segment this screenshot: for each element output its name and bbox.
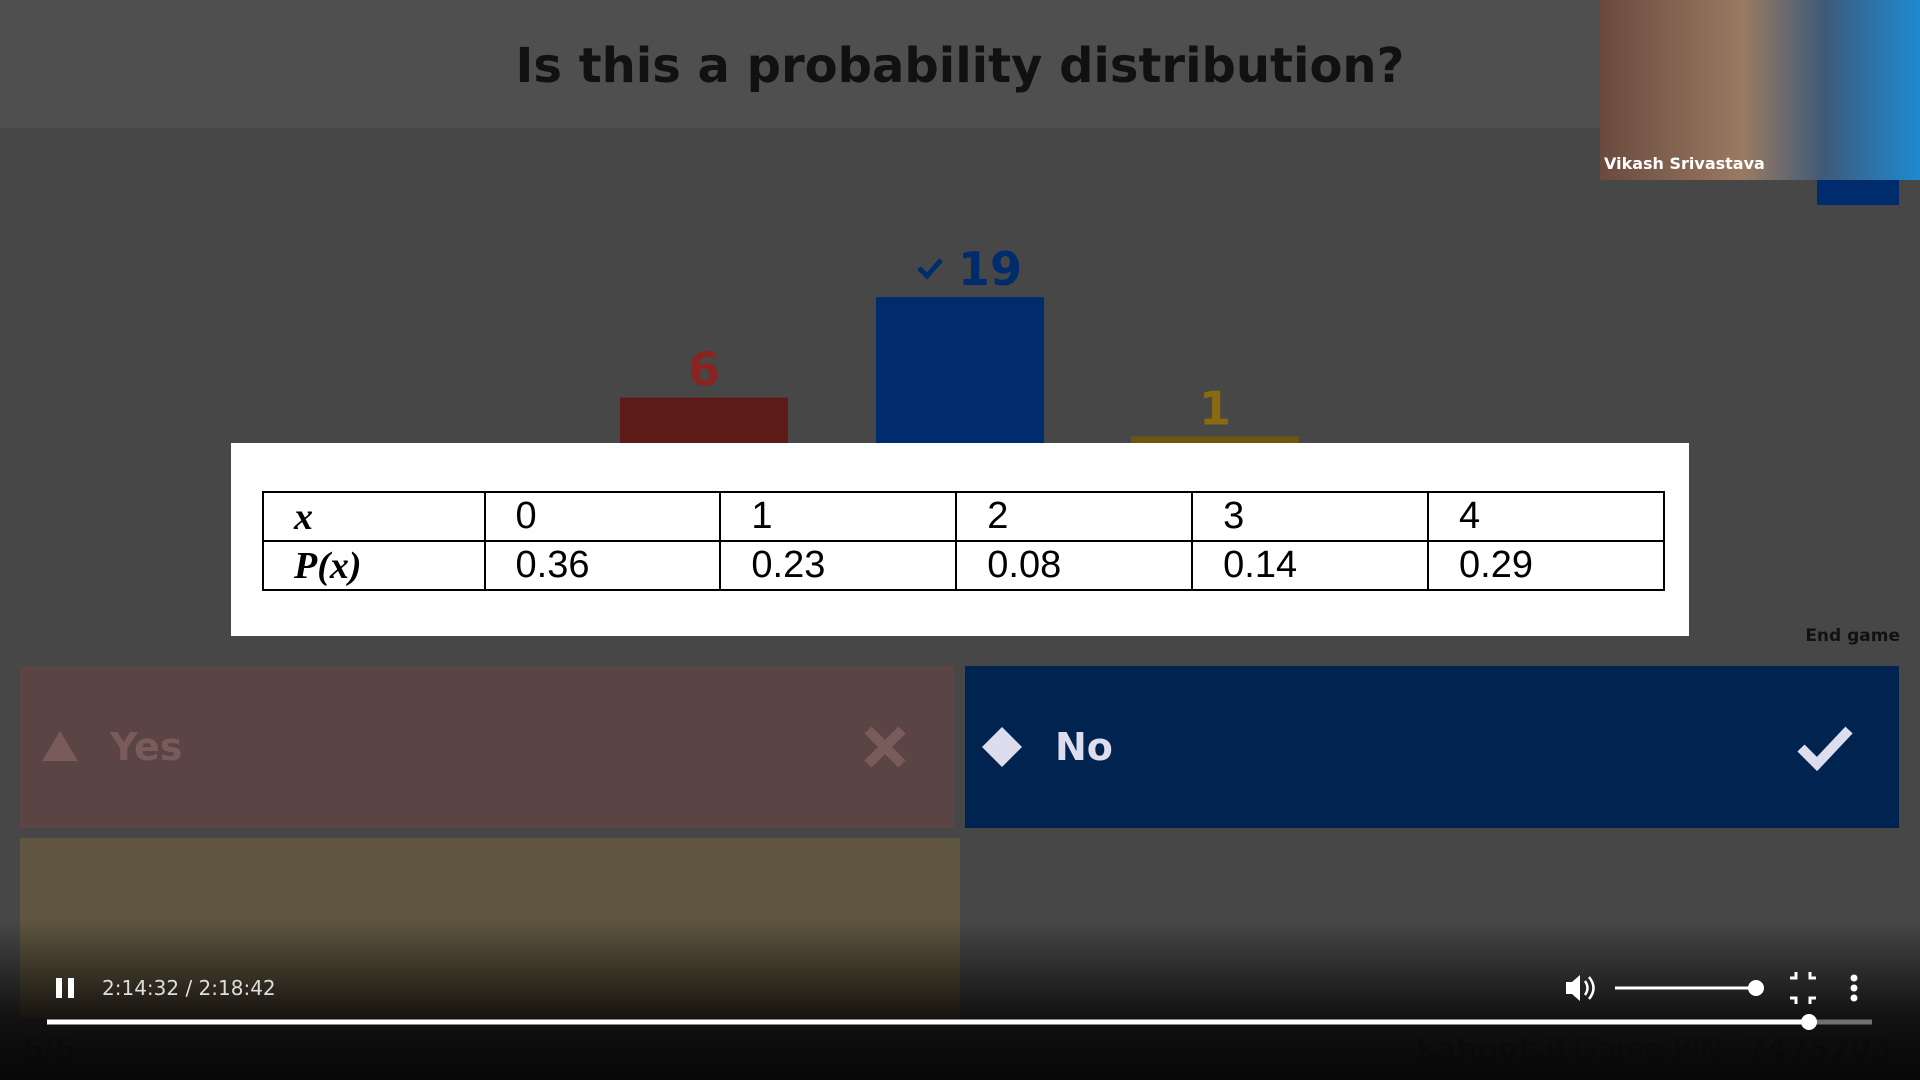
table-row: P(x) 0.36 0.23 0.08 0.14 0.29: [262, 540, 1665, 591]
result-bar: [876, 297, 1044, 444]
volume-knob[interactable]: [1748, 980, 1764, 996]
table-cell: 0: [483, 491, 722, 542]
table-cell: 4: [1427, 491, 1665, 542]
answer-no: No: [965, 666, 1899, 828]
question-title: Is this a probability distribution?: [515, 38, 1405, 94]
webcam-feed: [1600, 0, 1920, 180]
time-display: 2:14:32 / 2:18:42: [102, 976, 276, 1000]
table-cell: 3: [1191, 491, 1430, 542]
exit-fullscreen[interactable]: [1790, 972, 1816, 1004]
result-count: 1: [1199, 381, 1231, 435]
end-game-button[interactable]: End game: [1805, 626, 1900, 646]
table-image: x 0 1 2 3 4 P(x) 0.36 0.23 0.08 0.14 0.29: [231, 443, 1689, 636]
volume-button[interactable]: [1566, 975, 1595, 1001]
table-cell: 2: [955, 491, 1194, 542]
bar-partial: [1817, 180, 1899, 205]
cross-icon: [864, 726, 906, 768]
result-count: 6: [688, 343, 720, 397]
video-controls: [0, 920, 1920, 1080]
table-cell: P(x): [262, 540, 486, 591]
check-icon: [1797, 726, 1853, 772]
correct-check: [917, 258, 943, 280]
diamond-icon: [982, 727, 1022, 767]
result-bar: [1131, 436, 1299, 444]
result-count: 19: [958, 242, 1022, 296]
answer-yes: Yes: [20, 666, 954, 828]
table-cell: 0.29: [1427, 540, 1665, 591]
more-button[interactable]: [1850, 974, 1858, 1002]
table-cell: 0.08: [955, 540, 1194, 591]
triangle-icon: [42, 731, 78, 761]
answer-label: No: [1055, 725, 1113, 769]
result-bar: [620, 397, 788, 444]
participant-name: Vikash Srivastava: [1604, 154, 1765, 173]
table-cell: x: [262, 491, 486, 542]
results-chart: 6 19 1: [620, 180, 1899, 444]
progress-knob[interactable]: [1801, 1014, 1817, 1030]
distribution-table: x 0 1 2 3 4 P(x) 0.36 0.23 0.08 0.14 0.29: [262, 491, 1665, 591]
control-icons: [47, 972, 1872, 1030]
table-cell: 1: [719, 491, 958, 542]
table-cell: 0.36: [483, 540, 722, 591]
table-cell: 0.23: [719, 540, 958, 591]
pause-button[interactable]: [56, 978, 74, 998]
answer-label: Yes: [110, 725, 183, 769]
table-cell: 0.14: [1191, 540, 1430, 591]
